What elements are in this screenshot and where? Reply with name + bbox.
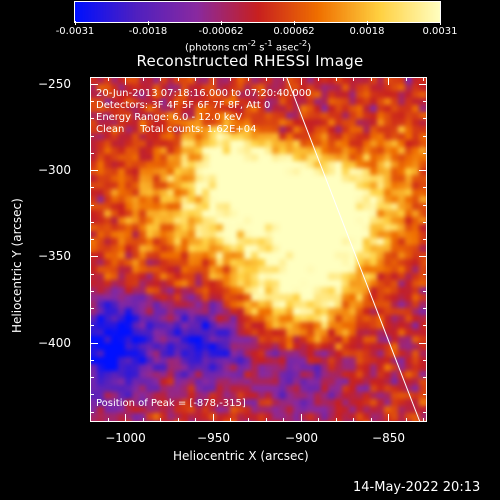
y-tick-label: −250 [38, 76, 71, 91]
x-axis-label: Heliocentric X (arcsec) [173, 449, 309, 463]
colorbar [75, 2, 440, 22]
y-tick-label: −300 [38, 162, 71, 177]
x-tick-label: −900 [285, 431, 318, 445]
x-tick-label: −950 [197, 431, 230, 445]
axis-ticks [90, 77, 427, 422]
colorbar-frame [74, 1, 441, 23]
colorbar-unit-label: (photons cm-2 s-1 asec-2) [185, 38, 312, 54]
colorbar-tick-label: 0.0018 [349, 26, 385, 37]
colorbar-tick-mark [440, 21, 441, 25]
colorbar-tick-mark [221, 21, 222, 25]
colorbar-tick-label: -0.0018 [128, 26, 168, 37]
colorbar-tick-label: 0.0031 [422, 26, 458, 37]
annotation-energy-range: Energy Range: 6.0 - 12.0 keV [96, 112, 243, 123]
annotation-time-range: 20-Jun-2013 07:18:16.000 to 07:20:40.000 [96, 88, 312, 99]
plot-frame [90, 77, 427, 422]
colorbar-tick-mark [294, 21, 295, 25]
x-tick-label: −1000 [105, 431, 146, 445]
annotation-detectors: Detectors: 3F 4F 5F 6F 7F 8F, Att 0 [96, 100, 271, 111]
annotation-block: 20-Jun-2013 07:18:16.000 to 07:20:40.000… [96, 88, 312, 136]
colorbar-tick-mark [367, 21, 368, 25]
colorbar-tick-label: 0.00062 [273, 26, 315, 37]
heatmap-image [90, 77, 427, 422]
colorbar-tick-label: -0.00062 [198, 26, 244, 37]
annotation-clean-counts: Clean Total counts: 1.62E+04 [96, 124, 257, 135]
colorbar-tick-mark [148, 21, 149, 25]
colorbar-tick-label: -0.0031 [55, 26, 95, 37]
y-tick-label: −350 [38, 248, 71, 263]
chart-title: Reconstructed RHESSI Image [136, 52, 364, 70]
y-tick-label: −400 [38, 335, 71, 350]
peak-position-label: Position of Peak = [-878,-315] [96, 398, 246, 409]
colorbar-tick-mark [75, 21, 76, 25]
x-tick-label: −850 [372, 431, 405, 445]
y-axis-label: Heliocentric Y (arcsec) [10, 198, 24, 333]
solar-limb-line [286, 76, 421, 423]
footer-timestamp: 14-May-2022 20:13 [353, 480, 481, 495]
